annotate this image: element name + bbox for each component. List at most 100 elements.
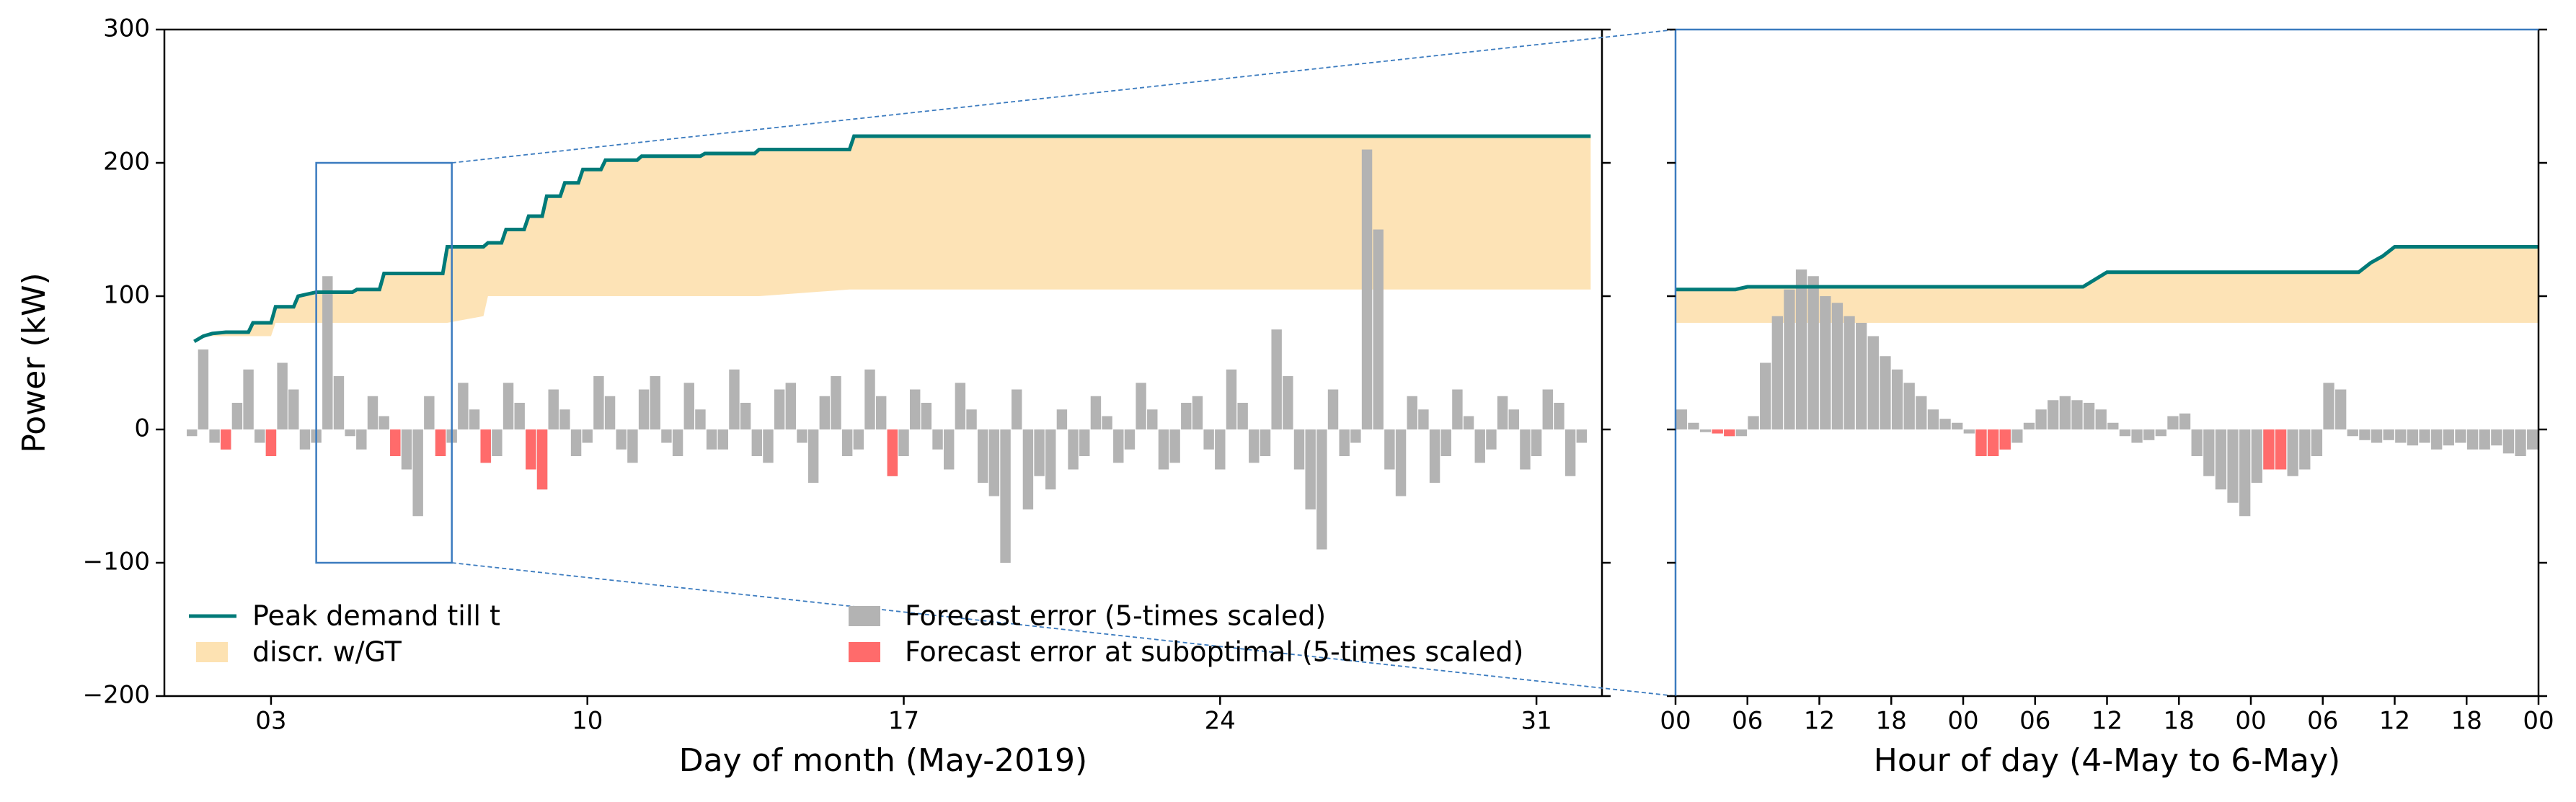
zoom-connector [451,562,1676,697]
error-bar [2287,429,2298,476]
error-bar [2048,400,2059,429]
error-bar [853,429,864,450]
error-bar [1237,403,1248,429]
error-bar [1735,429,1748,437]
y-tick-label: −200 [83,681,150,710]
y-tick-label: −100 [83,548,150,576]
error-bar [1305,429,1316,509]
zoom-box [315,161,453,564]
error-bar [2407,429,2419,446]
peak-line [193,134,1591,344]
y-tick-label: 0 [134,414,150,443]
error-bar [1147,409,1158,429]
error-bar [1542,389,1553,429]
error-bar [277,362,288,429]
error-bar [1554,403,1564,429]
error-bar [1034,429,1045,476]
error-bar [390,429,401,456]
error-bar [2395,429,2407,443]
error-bar [1361,149,1373,429]
error-bar [1999,429,2011,450]
error-bar [875,396,887,429]
legend-swatch [849,606,880,626]
error-bar [2323,383,2334,429]
error-bar [1215,429,1226,470]
error-bar [1136,383,1146,429]
error-bar [231,403,243,429]
error-bar [1124,429,1136,450]
peak-line [1676,245,2539,292]
error-bar [1856,323,1867,429]
error-bar [379,416,389,429]
error-bar [1316,429,1327,550]
legend-swatch [196,642,228,662]
error-bar [1975,429,1987,456]
x-tick-label: 10 [572,707,603,736]
error-bar [243,369,254,429]
error-bar [1807,276,1819,429]
error-bar [1283,376,1293,429]
error-bar [921,403,932,429]
error-bar [1350,429,1361,443]
y-tick-label: 300 [103,14,150,43]
error-bar [1452,389,1463,429]
error-bar [2251,429,2262,483]
error-bar [2263,429,2275,470]
error-bar [209,429,220,443]
error-bar [2131,429,2143,443]
error-bar [1784,289,1795,429]
error-bar [333,376,345,429]
x-tick-label: 12 [1804,707,1835,736]
error-bar [2431,429,2443,450]
error-bar [1293,429,1305,470]
error-bar [480,429,491,463]
error-bar [1407,396,1417,429]
error-bar [638,389,650,429]
error-bar [2191,429,2203,456]
error-bar [1373,229,1384,429]
error-bar [864,369,875,429]
error-bar [1260,429,1271,456]
error-bar [2107,422,2119,429]
x-tick-label: 06 [2019,707,2050,736]
error-bar [2227,429,2239,503]
error-bar [2347,429,2358,437]
error-bar [559,409,570,429]
error-bar [1192,396,1203,429]
error-bar [1891,369,1903,429]
error-bar [2275,429,2287,470]
error-bar [1831,303,1844,429]
error-bar [1699,429,1712,432]
error-bar [2155,429,2166,437]
error-bar [1022,429,1034,509]
error-bar [695,409,706,429]
error-bar [683,383,694,429]
x-tick-label: 31 [1521,707,1552,736]
error-bar [978,429,988,483]
error-bar [1474,429,1485,463]
error-bar [1000,429,1011,563]
error-bar [909,389,921,429]
error-bar [2479,429,2490,450]
error-bar [1771,316,1783,429]
error-bar [2179,413,2191,429]
error-bar [1463,416,1474,429]
legend-label: Forecast error at suboptimal (5-times sc… [905,636,1523,668]
error-bar [1760,362,1771,429]
error-bar [435,429,446,456]
error-bar [1339,429,1350,456]
error-bar [2419,429,2430,443]
error-bar [1564,429,1576,476]
error-bar [1724,429,1735,437]
error-bar [1102,416,1112,429]
error-bar [706,429,717,450]
error-bar [616,429,627,450]
x-tick-label: 18 [1876,707,1907,736]
error-bar [503,383,514,429]
x-tick-label: 18 [2164,707,2195,736]
error-bar [1497,396,1508,429]
error-bar [570,429,582,456]
error-bar [1249,429,1260,463]
error-bar [1844,316,1855,429]
